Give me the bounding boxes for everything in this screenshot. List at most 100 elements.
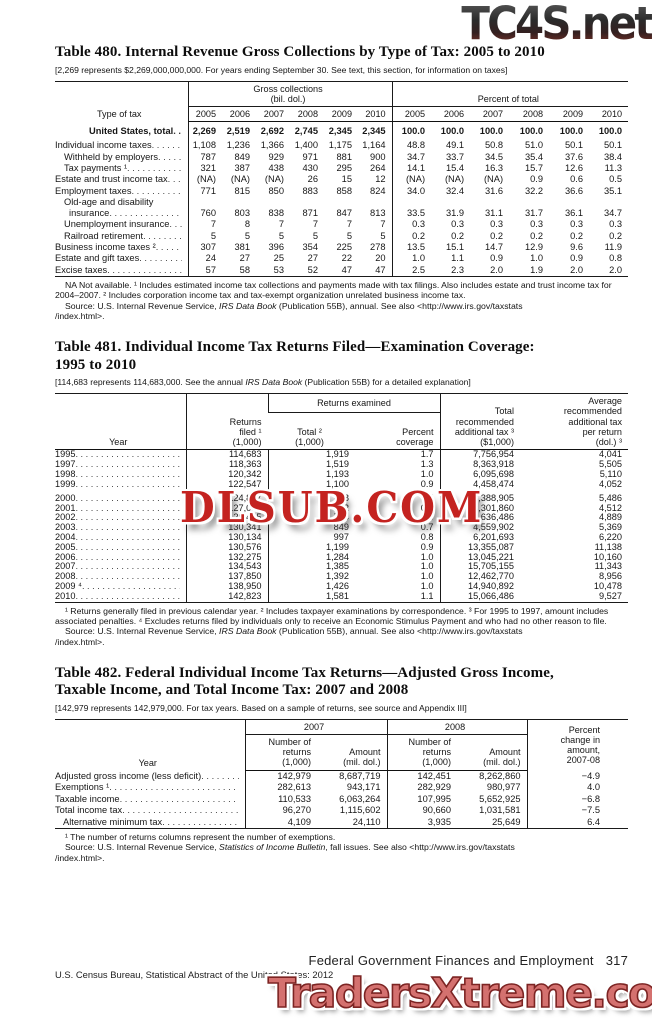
leader-dots	[75, 480, 179, 490]
value-cell: 6,201,693	[439, 532, 520, 543]
year-cell: 1995	[55, 450, 186, 460]
value-cell	[256, 197, 290, 208]
row-label-cell: Estate and gift taxes	[55, 253, 188, 264]
value-cell: 1.0	[391, 253, 432, 265]
value-cell: 321	[187, 163, 222, 175]
value-cell: 10,160	[593, 551, 622, 562]
value-cell: 34.5	[484, 151, 504, 162]
year-header: 2006	[222, 106, 256, 123]
value-cell: 5,110	[599, 468, 622, 479]
table482-title-line2: Taxable Income, and Total Income Tax: 20…	[55, 682, 409, 699]
value-cell: 100.0	[479, 126, 504, 137]
value-cell: 881	[336, 151, 352, 162]
col-header-examined-total: Total ² (1,000)	[295, 426, 324, 447]
note-prefix: [114,683 represents 114,683,000. See the…	[55, 377, 246, 388]
leader-dots	[109, 782, 238, 794]
value-cell: 51.0	[524, 140, 544, 151]
table-row: 1999 122,547 1,100 0.9 4,458,474 4,052	[55, 479, 628, 490]
value-cell: 2,345	[362, 126, 386, 137]
table-row: Employment taxes 771 815 850 883 858 824…	[55, 185, 628, 197]
value-cell: 2,345	[328, 126, 352, 137]
watermark-tradersxtreme: TradersXtreme.com	[267, 968, 652, 1018]
value-cell: 47	[375, 264, 386, 275]
chapter-title: Federal Government Finances and Employme…	[308, 953, 594, 968]
leader-dots	[75, 504, 179, 514]
value-cell: 1,031,581	[479, 805, 521, 816]
value-cell: 0.2	[609, 230, 623, 241]
value-cell: 130,341	[185, 522, 268, 534]
value-cell: 15	[341, 174, 352, 185]
leader-dots	[120, 794, 239, 806]
value-cell: 4.0	[526, 782, 629, 794]
source-note: Source: U.S. Internal Revenue Service, I…	[55, 626, 628, 647]
value-cell: 803	[234, 208, 250, 219]
value-cell	[290, 197, 324, 208]
value-cell: 7	[312, 219, 318, 230]
value-cell: 130,576	[185, 542, 268, 553]
table-row: Adjusted gross income (less deficit) 142…	[55, 770, 629, 783]
value-cell: 2,519	[226, 126, 250, 137]
value-cell: 15.1	[445, 242, 465, 253]
leader-dots	[75, 513, 179, 523]
year-cell: 1997	[55, 460, 186, 470]
value-cell	[391, 196, 432, 209]
year-cell: 2004	[55, 533, 186, 543]
value-cell: 5	[187, 230, 222, 243]
value-cell: 15.7	[524, 163, 544, 173]
value-cell: 48.8	[391, 140, 432, 152]
value-cell: 5	[380, 230, 386, 241]
col-header-amount: Amount (mil. dol.)	[457, 734, 528, 771]
value-cell: 107,995	[386, 793, 458, 806]
value-cell: 4,512	[599, 502, 622, 513]
value-cell: 282,929	[386, 782, 458, 794]
source-prefix: Source: U.S. Internal Revenue Service,	[65, 300, 220, 311]
value-cell	[187, 196, 222, 209]
row-label-cell: Taxable income	[55, 794, 245, 806]
value-cell: 1.9	[530, 264, 544, 275]
value-cell: 6.4	[526, 816, 629, 829]
value-cell: 22	[341, 253, 352, 264]
value-cell: 11.3	[604, 163, 623, 173]
value-cell	[589, 197, 628, 208]
value-cell: 1,519	[267, 459, 355, 470]
year-cell: 2006	[55, 553, 186, 563]
footnote-text: ¹ The number of returns columns represen…	[65, 832, 336, 843]
value-cell: 1.0	[530, 253, 544, 264]
year-cell: 2005	[55, 543, 186, 553]
value-cell: 34.0	[391, 185, 432, 197]
value-cell: 3,935	[386, 816, 458, 829]
value-cell: 50.1	[564, 140, 584, 151]
value-cell: 282,613	[244, 782, 317, 794]
value-cell: 3,636,486	[439, 513, 520, 524]
value-cell: 5	[278, 230, 284, 241]
table480-title: Table 480. Internal Revenue Gross Collec…	[55, 44, 545, 60]
value-cell	[222, 197, 256, 208]
value-cell: 11,343	[594, 561, 622, 572]
value-cell: 50.8	[484, 140, 504, 151]
value-cell: 1.1	[420, 590, 434, 601]
footnote-text: ¹ Returns generally filed in previous ca…	[55, 605, 609, 626]
value-cell: 0.3	[451, 219, 465, 230]
value-cell: 744	[267, 513, 355, 524]
value-cell: 4,559,902	[439, 522, 520, 534]
year-cell: 1998	[55, 470, 186, 480]
value-cell: 14.1	[391, 163, 432, 175]
row-label-cell: Old-age and disability	[64, 196, 154, 207]
value-cell: 2,745	[294, 126, 318, 137]
value-cell	[431, 197, 470, 208]
year-header: 2010	[358, 106, 393, 123]
value-cell: 4,109	[244, 816, 317, 829]
value-cell: 0.3	[570, 219, 584, 230]
source-prefix: Source: U.S. Internal Revenue Service,	[65, 842, 220, 853]
table-row: Tax payments ¹ 321 387 438 430 295 264 1…	[55, 163, 628, 175]
year-header: 2009	[549, 106, 590, 123]
value-cell: 6,063,264	[339, 793, 381, 804]
table-row: Railroad retirement 5 5 5 5 5 5 0.2 0.2 …	[55, 230, 628, 243]
value-cell: 5,505	[599, 458, 622, 469]
leader-dots	[139, 253, 181, 264]
value-cell: 124,887	[185, 489, 268, 504]
row-label-cell: Withheld by employers	[55, 152, 188, 163]
value-cell: 12	[375, 174, 386, 185]
value-cell: 1,919	[267, 449, 355, 460]
value-cell: (NA)	[483, 174, 504, 185]
